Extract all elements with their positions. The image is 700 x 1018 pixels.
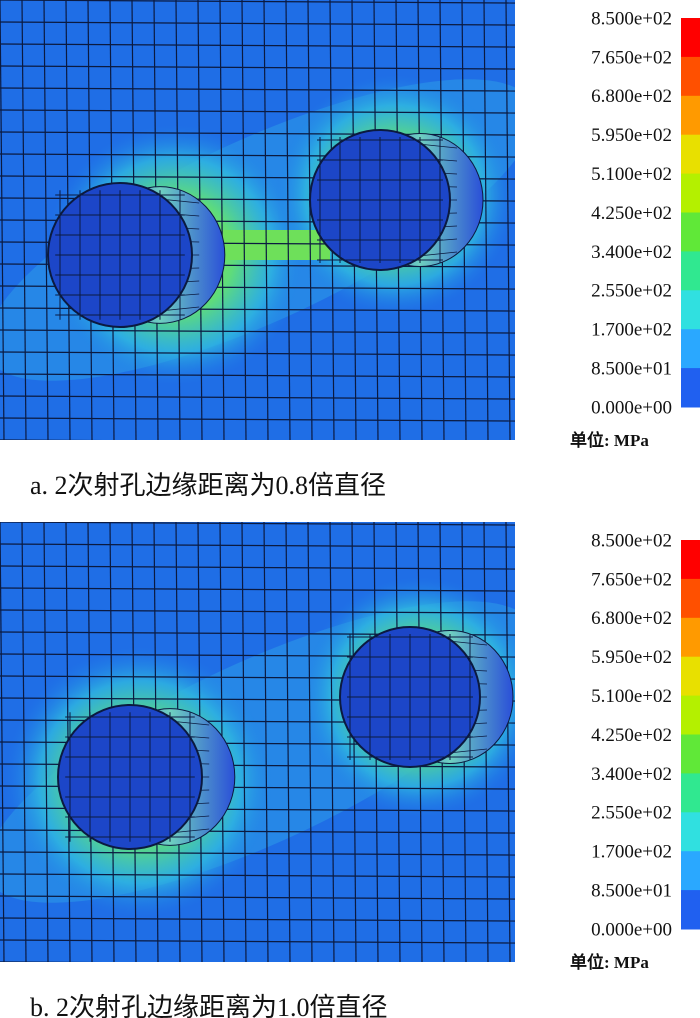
legend-label: 3.400e+02 bbox=[591, 764, 672, 785]
colorbar-segment bbox=[681, 851, 700, 891]
legend-label: 8.500e+02 bbox=[591, 8, 672, 29]
mesh-line bbox=[307, 522, 313, 962]
colorbar-segment bbox=[681, 656, 700, 697]
image-content bbox=[0, 0, 515, 440]
mesh-line bbox=[0, 587, 515, 592]
image-content bbox=[0, 522, 515, 962]
mesh-line bbox=[351, 522, 357, 962]
legend-label: 7.650e+02 bbox=[591, 47, 672, 68]
mesh-line bbox=[0, 395, 515, 400]
mesh-line bbox=[263, 522, 269, 962]
colorbar-segment bbox=[681, 134, 700, 175]
caption: b. 2次射孔边缘距离为1.0倍直径 bbox=[30, 993, 388, 1018]
colorbar-segment bbox=[681, 540, 700, 580]
mesh-line bbox=[0, 522, 515, 526]
mesh-line bbox=[0, 21, 515, 26]
mesh-line bbox=[0, 109, 515, 114]
mesh-line bbox=[505, 522, 511, 962]
legend-label: 2.550e+02 bbox=[591, 281, 672, 302]
legend-label: 4.250e+02 bbox=[591, 203, 672, 224]
colorbar-segment bbox=[681, 251, 700, 291]
legend-label: 4.250e+02 bbox=[591, 725, 672, 746]
mesh-line bbox=[0, 939, 515, 944]
mesh-line bbox=[0, 0, 515, 4]
colorbar-segment bbox=[681, 329, 700, 369]
colorbar-segment bbox=[681, 812, 700, 852]
colorbar-segment bbox=[681, 95, 700, 136]
mesh-line bbox=[0, 43, 515, 48]
colorbar-segment bbox=[681, 578, 700, 619]
colorbar-segment bbox=[681, 890, 700, 930]
legend-label: 0.000e+00 bbox=[591, 919, 672, 940]
unit-label: 单位: MPa bbox=[570, 952, 649, 972]
mesh-line bbox=[0, 87, 515, 92]
colorbar-segment bbox=[681, 734, 700, 774]
colorbar-segment bbox=[681, 290, 700, 330]
colorbar-segment bbox=[681, 695, 700, 735]
colorbar-segment bbox=[681, 212, 700, 252]
colorbar-segment bbox=[681, 773, 700, 813]
legend-label: 8.500e+01 bbox=[591, 880, 672, 901]
mesh-line bbox=[0, 543, 515, 548]
legend-label: 1.700e+02 bbox=[591, 320, 672, 341]
legend-label: 6.800e+02 bbox=[591, 608, 672, 629]
colorbar-segment bbox=[681, 173, 700, 213]
unit-label: 单位: MPa bbox=[570, 430, 649, 450]
legend-label: 0.000e+00 bbox=[591, 397, 672, 418]
mesh-line bbox=[241, 0, 247, 440]
mesh-line bbox=[0, 895, 515, 900]
mesh-line bbox=[329, 522, 335, 962]
mesh-line bbox=[0, 439, 104, 440]
mesh-line bbox=[0, 917, 515, 922]
mesh-line bbox=[307, 0, 313, 440]
legend-label: 5.950e+02 bbox=[591, 125, 672, 146]
mesh-line bbox=[0, 851, 515, 856]
mesh-line bbox=[483, 0, 489, 440]
caption: a. 2次射孔边缘距离为0.8倍直径 bbox=[30, 471, 386, 500]
legend-label: 6.800e+02 bbox=[591, 86, 672, 107]
contour-image bbox=[0, 0, 515, 440]
mesh-line bbox=[0, 873, 515, 878]
mesh-line bbox=[0, 65, 515, 70]
mesh-line bbox=[0, 329, 515, 334]
mesh-line bbox=[0, 565, 515, 570]
colorbar-segment bbox=[681, 368, 700, 408]
contour-image bbox=[0, 522, 515, 962]
mesh-line bbox=[219, 0, 225, 440]
legend-label: 7.650e+02 bbox=[591, 569, 672, 590]
mesh-line bbox=[241, 522, 247, 962]
colorbar-segment bbox=[681, 56, 700, 97]
mesh-line bbox=[0, 609, 515, 614]
mesh-line bbox=[263, 0, 269, 440]
mesh-line bbox=[285, 0, 291, 440]
legend-label: 8.500e+01 bbox=[591, 358, 672, 379]
legend-label: 1.700e+02 bbox=[591, 842, 672, 863]
legend-label: 5.950e+02 bbox=[591, 647, 672, 668]
mesh-line bbox=[0, 373, 515, 378]
mesh-line bbox=[285, 522, 291, 962]
legend-label: 3.400e+02 bbox=[591, 242, 672, 263]
legend-label: 8.500e+02 bbox=[591, 530, 672, 551]
legend-label: 5.100e+02 bbox=[591, 686, 672, 707]
legend-label: 2.550e+02 bbox=[591, 803, 672, 824]
mesh-line bbox=[0, 351, 515, 356]
mesh-line bbox=[505, 0, 511, 440]
mesh-line bbox=[0, 417, 515, 422]
mesh-line bbox=[0, 961, 104, 962]
legend-label: 5.100e+02 bbox=[591, 164, 672, 185]
colorbar-segment bbox=[681, 18, 700, 58]
colorbar-segment bbox=[681, 617, 700, 658]
